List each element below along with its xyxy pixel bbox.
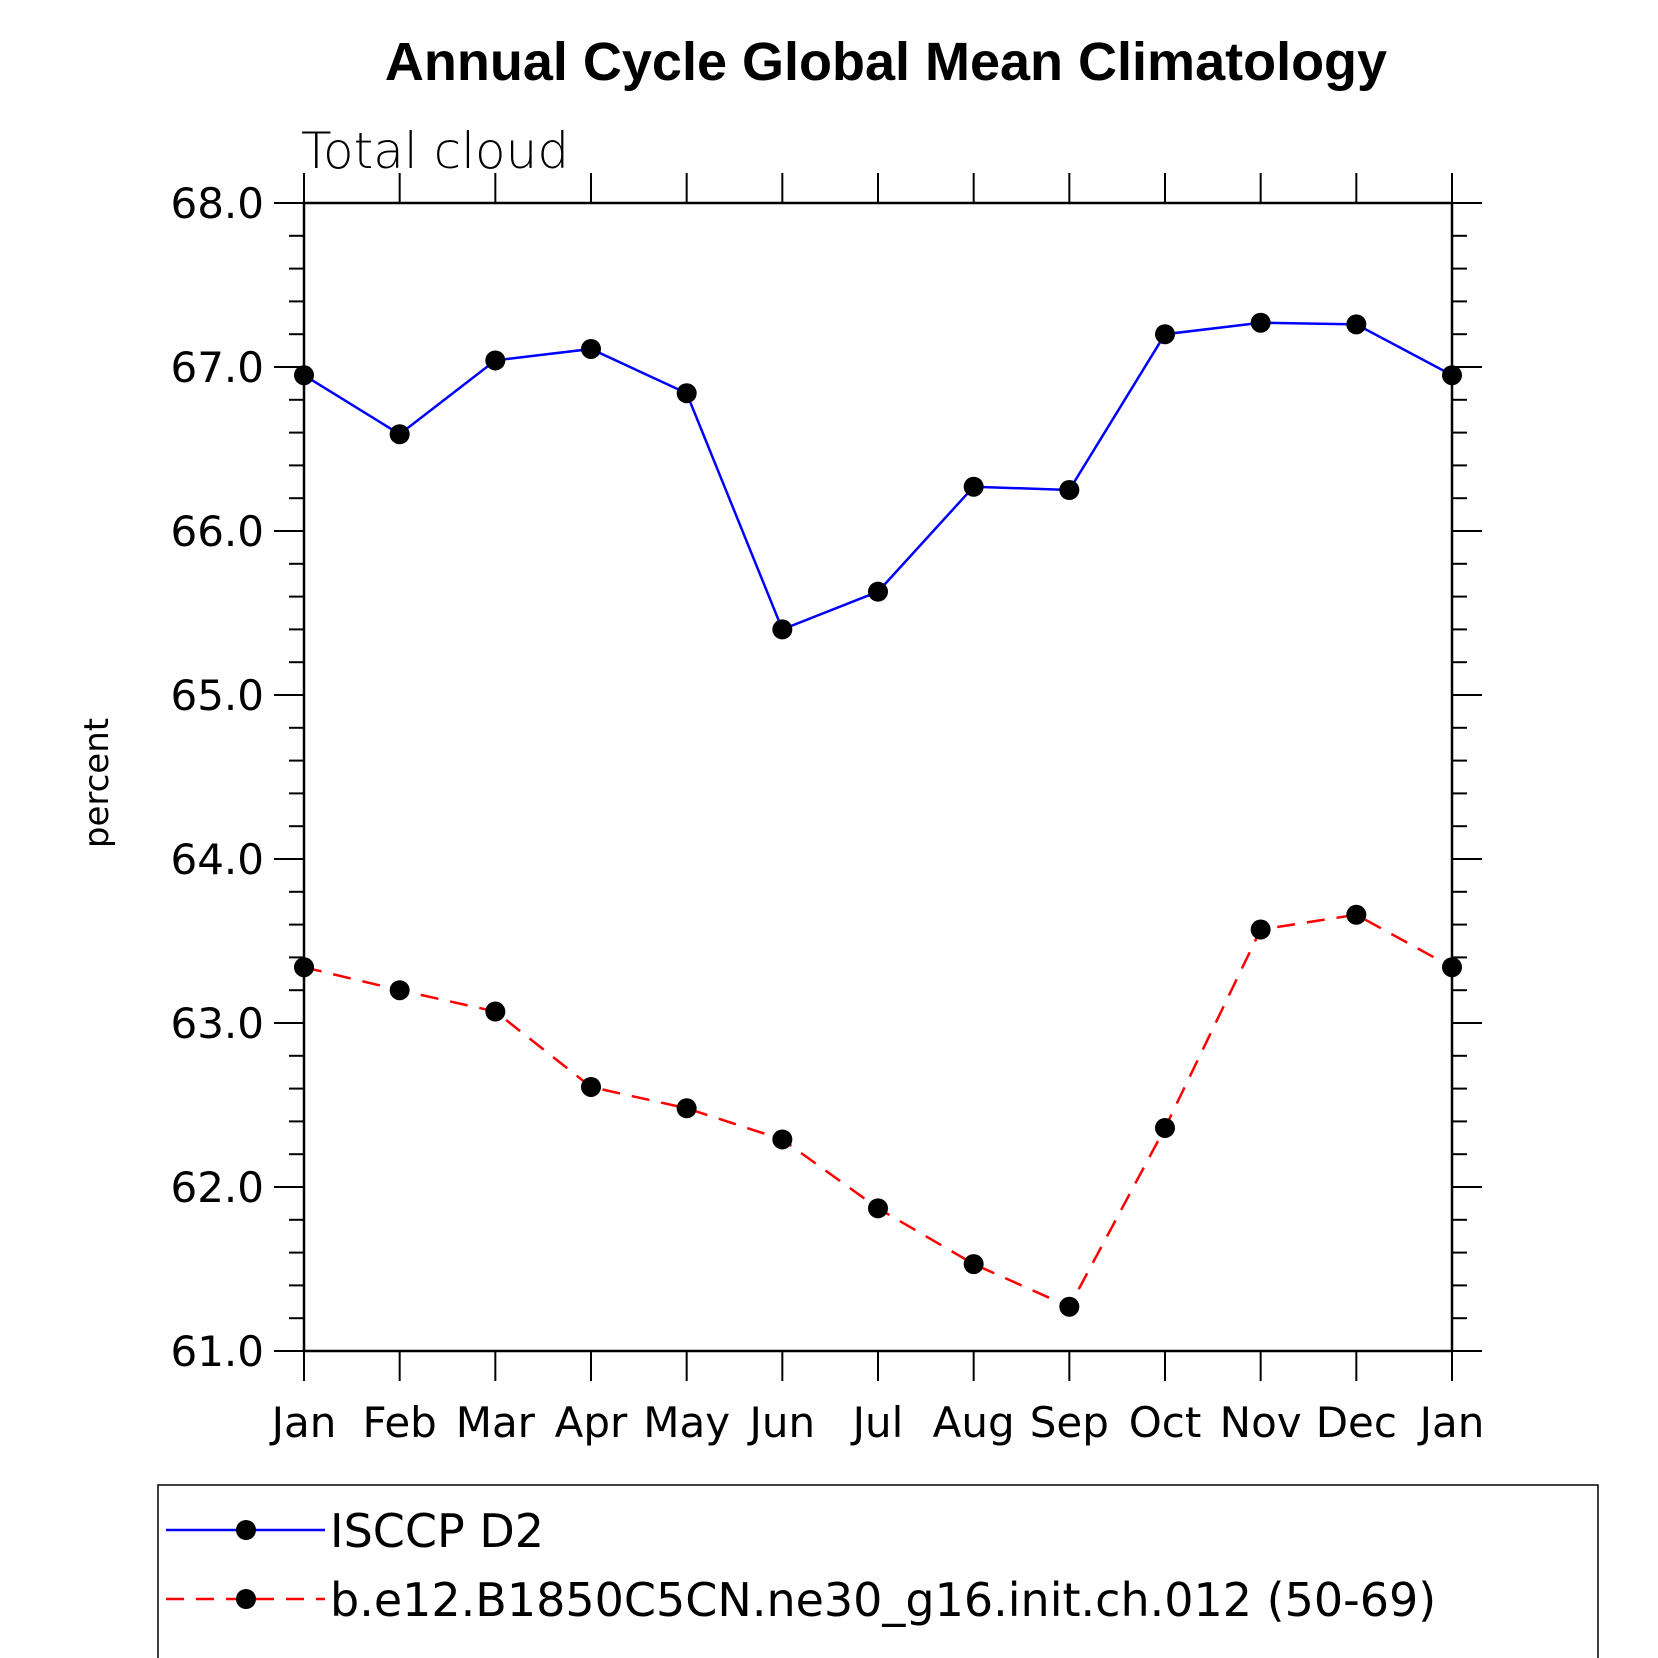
series-line-1 (303, 913, 1453, 1309)
legend: ISCCP D2 b.e12.B1850C5CN.ne30_g16.init.c… (157, 1484, 1599, 1658)
x-tick-label: Jan (1417, 1398, 1485, 1447)
legend-label-model: b.e12.B1850C5CN.ne30_g16.init.ch.012 (50… (330, 1573, 1436, 1627)
data-point (485, 350, 506, 371)
data-point (1155, 324, 1175, 345)
data-point (294, 957, 314, 978)
data-point (1155, 1117, 1175, 1138)
data-point (1442, 957, 1462, 978)
data-point (963, 1254, 984, 1275)
data-point (485, 1001, 506, 1022)
x-tick-label: Apr (555, 1398, 628, 1447)
data-point (772, 1129, 793, 1150)
y-tick-label: 61.0 (170, 1327, 264, 1376)
x-tick-label: Sep (1030, 1398, 1109, 1447)
data-point (581, 1076, 601, 1097)
x-tick-label: May (643, 1398, 730, 1447)
y-tick-label: 64.0 (170, 835, 264, 884)
data-point (389, 980, 410, 1001)
x-tick-label: Jan (269, 1398, 337, 1447)
data-point (1346, 314, 1367, 335)
chart-title: Annual Cycle Global Mean Climatology (385, 32, 1387, 92)
legend-marker-isccp (236, 1520, 256, 1540)
x-tick-label: Jul (850, 1398, 904, 1447)
data-point (1442, 365, 1462, 386)
data-point (868, 581, 888, 602)
x-tick-labels: Jan Feb Mar Apr May Jun Jul Aug Sep Oct Nov Dec Jan (269, 1398, 1485, 1447)
x-tick-label: Oct (1129, 1398, 1202, 1447)
y-tick-labels: 61.0 62.0 63.0 64.0 65.0 66.0 67.0 68.0 (170, 179, 264, 1376)
y-tick-label: 62.0 (170, 1163, 264, 1212)
legend-box (157, 1484, 1599, 1658)
x-tick-label: Jun (747, 1398, 816, 1447)
data-point (676, 383, 697, 404)
legend-marker-model (236, 1589, 256, 1609)
y-tick-label: 65.0 (170, 671, 264, 720)
data-point (294, 365, 314, 386)
x-tick-label: Mar (456, 1398, 536, 1447)
data-point (1059, 480, 1080, 500)
series-lines (303, 321, 1453, 1309)
data-point (676, 1098, 697, 1119)
y-tick-label: 67.0 (170, 343, 264, 392)
x-tick-label: Nov (1220, 1398, 1302, 1447)
axis-ticks (274, 173, 1482, 1381)
data-point (389, 424, 410, 445)
series-points (294, 312, 1462, 1317)
data-point (772, 619, 793, 640)
y-tick-label: 66.0 (170, 507, 264, 556)
data-point (1346, 904, 1367, 925)
data-point (868, 1198, 888, 1219)
y-axis-label: percent (77, 718, 117, 848)
data-point (1250, 919, 1271, 940)
data-point (1059, 1296, 1080, 1317)
data-point (1250, 312, 1271, 333)
x-tick-label: Aug (933, 1398, 1015, 1447)
data-point (963, 476, 984, 497)
data-point (581, 338, 601, 359)
y-tick-label: 63.0 (170, 999, 264, 1048)
y-tick-label: 68.0 (170, 179, 264, 228)
x-tick-label: Feb (362, 1398, 436, 1447)
legend-label-isccp: ISCCP D2 (330, 1504, 544, 1558)
x-tick-label: Dec (1316, 1398, 1397, 1447)
chart-subtitle: Total cloud (301, 122, 569, 180)
